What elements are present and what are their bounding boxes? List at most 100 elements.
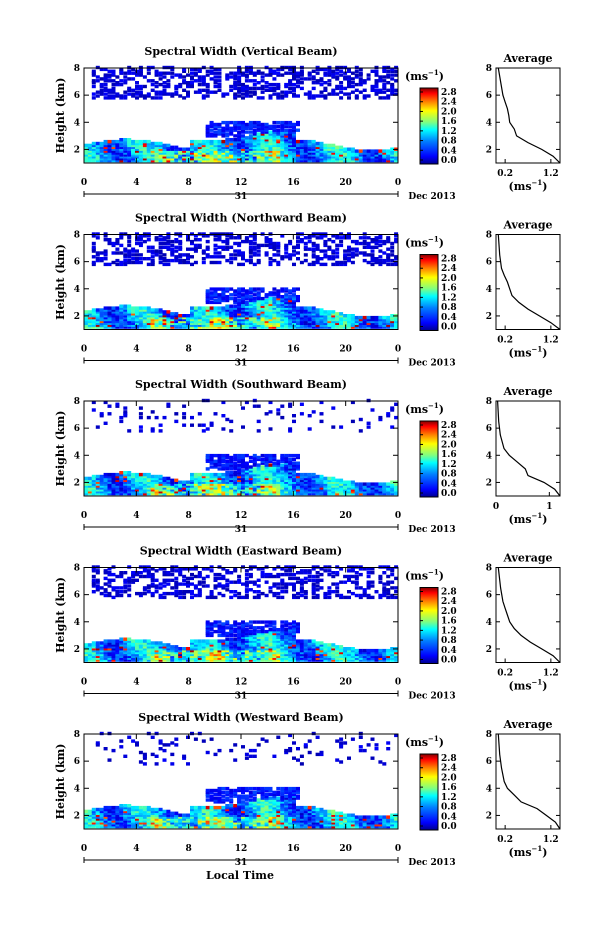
heatmap-cell (296, 317, 300, 322)
heatmap-cell (131, 92, 136, 96)
heatmap-cell (311, 153, 316, 157)
heatmap-cell (268, 317, 273, 322)
heatmap-cell (288, 155, 293, 159)
heatmap-cell (237, 321, 242, 325)
heatmap-cell (205, 643, 210, 647)
heatmap-cell (190, 81, 194, 85)
heatmap-cell (170, 67, 175, 72)
x-tick-label: 20 (339, 345, 352, 355)
heatmap-cell (350, 90, 355, 94)
colorbar-unit-close: ) (439, 237, 444, 250)
heatmap-cell (91, 641, 96, 645)
heatmap-cell (135, 92, 139, 96)
heatmap-cell (123, 486, 128, 490)
heatmap-cell (154, 643, 159, 647)
heatmap-cell (260, 300, 265, 305)
heatmap-cell (221, 455, 226, 460)
heatmap-cell (276, 86, 281, 91)
heatmap-cell (170, 491, 175, 496)
heatmap-cell (268, 457, 273, 462)
heatmap-cell (229, 571, 234, 575)
heatmap-cell (135, 260, 139, 265)
heatmap-cell (131, 650, 136, 655)
heatmap-cell (233, 628, 238, 632)
heatmap-cell (205, 234, 210, 238)
heatmap-cell (225, 633, 230, 638)
y-axis-label: Height (km) (54, 244, 67, 320)
heatmap-cell (327, 315, 332, 320)
heatmap-cell (209, 461, 214, 465)
heatmap-cell (260, 302, 265, 306)
heatmap-cell (135, 648, 139, 653)
heatmap-cell (386, 69, 391, 73)
heatmap-cell (252, 491, 257, 496)
heatmap-cell (264, 308, 269, 312)
heatmap-cell (135, 488, 139, 492)
heatmap-cell (362, 151, 367, 155)
heatmap-cell (111, 648, 116, 653)
heatmap-cell (221, 94, 226, 98)
heatmap-cell (193, 147, 198, 151)
heatmap-cell (131, 574, 136, 579)
heatmap-cell (135, 650, 139, 655)
heatmap-cell (315, 141, 320, 146)
heatmap-cell (103, 82, 108, 87)
heatmap-cell (237, 134, 242, 138)
heatmap-cell (95, 141, 100, 146)
heatmap-cell (221, 427, 226, 431)
heatmap-cell (311, 325, 316, 329)
heatmap-cell (123, 75, 128, 79)
heatmap-cell (311, 155, 316, 159)
heatmap-cell (299, 86, 304, 91)
heatmap-cell (99, 308, 104, 312)
heatmap-cell (135, 258, 139, 263)
heatmap-cell (272, 471, 277, 475)
heatmap-cell (190, 643, 194, 647)
heatmap-cell (339, 151, 344, 155)
heatmap-cell (303, 258, 308, 263)
heatmap-cell (241, 469, 245, 473)
heatmap-cell (166, 404, 171, 408)
heatmap-cell (248, 157, 253, 161)
heatmap-cell (284, 153, 289, 157)
heatmap-cell (209, 122, 214, 127)
heatmap-cell (288, 300, 293, 305)
heatmap-cell (111, 147, 116, 151)
heatmap-cell (162, 312, 167, 316)
avg-y-tick-label: 8 (486, 64, 492, 74)
heatmap-cell (264, 139, 269, 144)
heatmap-cell (209, 155, 214, 159)
heatmap-cell (221, 155, 226, 159)
heatmap-cell (252, 319, 257, 324)
heatmap-cell (111, 139, 116, 144)
heatmap-cell (382, 260, 387, 265)
heatmap-cell (256, 71, 261, 75)
heatmap-cell (350, 71, 355, 75)
heatmap-cell (115, 149, 120, 153)
heatmap-cell (146, 478, 151, 482)
heatmap-cell (186, 488, 190, 492)
heatmap-cell (248, 258, 253, 263)
heatmap-cell (268, 151, 273, 155)
heatmap-cell (378, 488, 383, 492)
heatmap-cell (119, 141, 124, 146)
heatmap-cell (319, 310, 324, 314)
heatmap-cell (264, 488, 269, 492)
heatmap-cell (87, 153, 92, 157)
heatmap-cell (154, 141, 159, 146)
avg-title: Average (502, 219, 552, 232)
heatmap-cell (146, 574, 151, 579)
heatmap-cell (331, 406, 336, 410)
heatmap-cell (264, 141, 269, 146)
heatmap-cell (217, 650, 222, 655)
heatmap-cell (197, 643, 202, 647)
heatmap-cell (95, 257, 100, 261)
heatmap-cell (146, 484, 151, 488)
heatmap-cell (225, 289, 230, 293)
heatmap-cell (225, 77, 230, 81)
heatmap-cell (244, 86, 249, 91)
heatmap-cell (142, 75, 147, 79)
heatmap-cell (292, 306, 296, 310)
heatmap-cell (237, 155, 242, 159)
heatmap-cell (123, 656, 128, 660)
